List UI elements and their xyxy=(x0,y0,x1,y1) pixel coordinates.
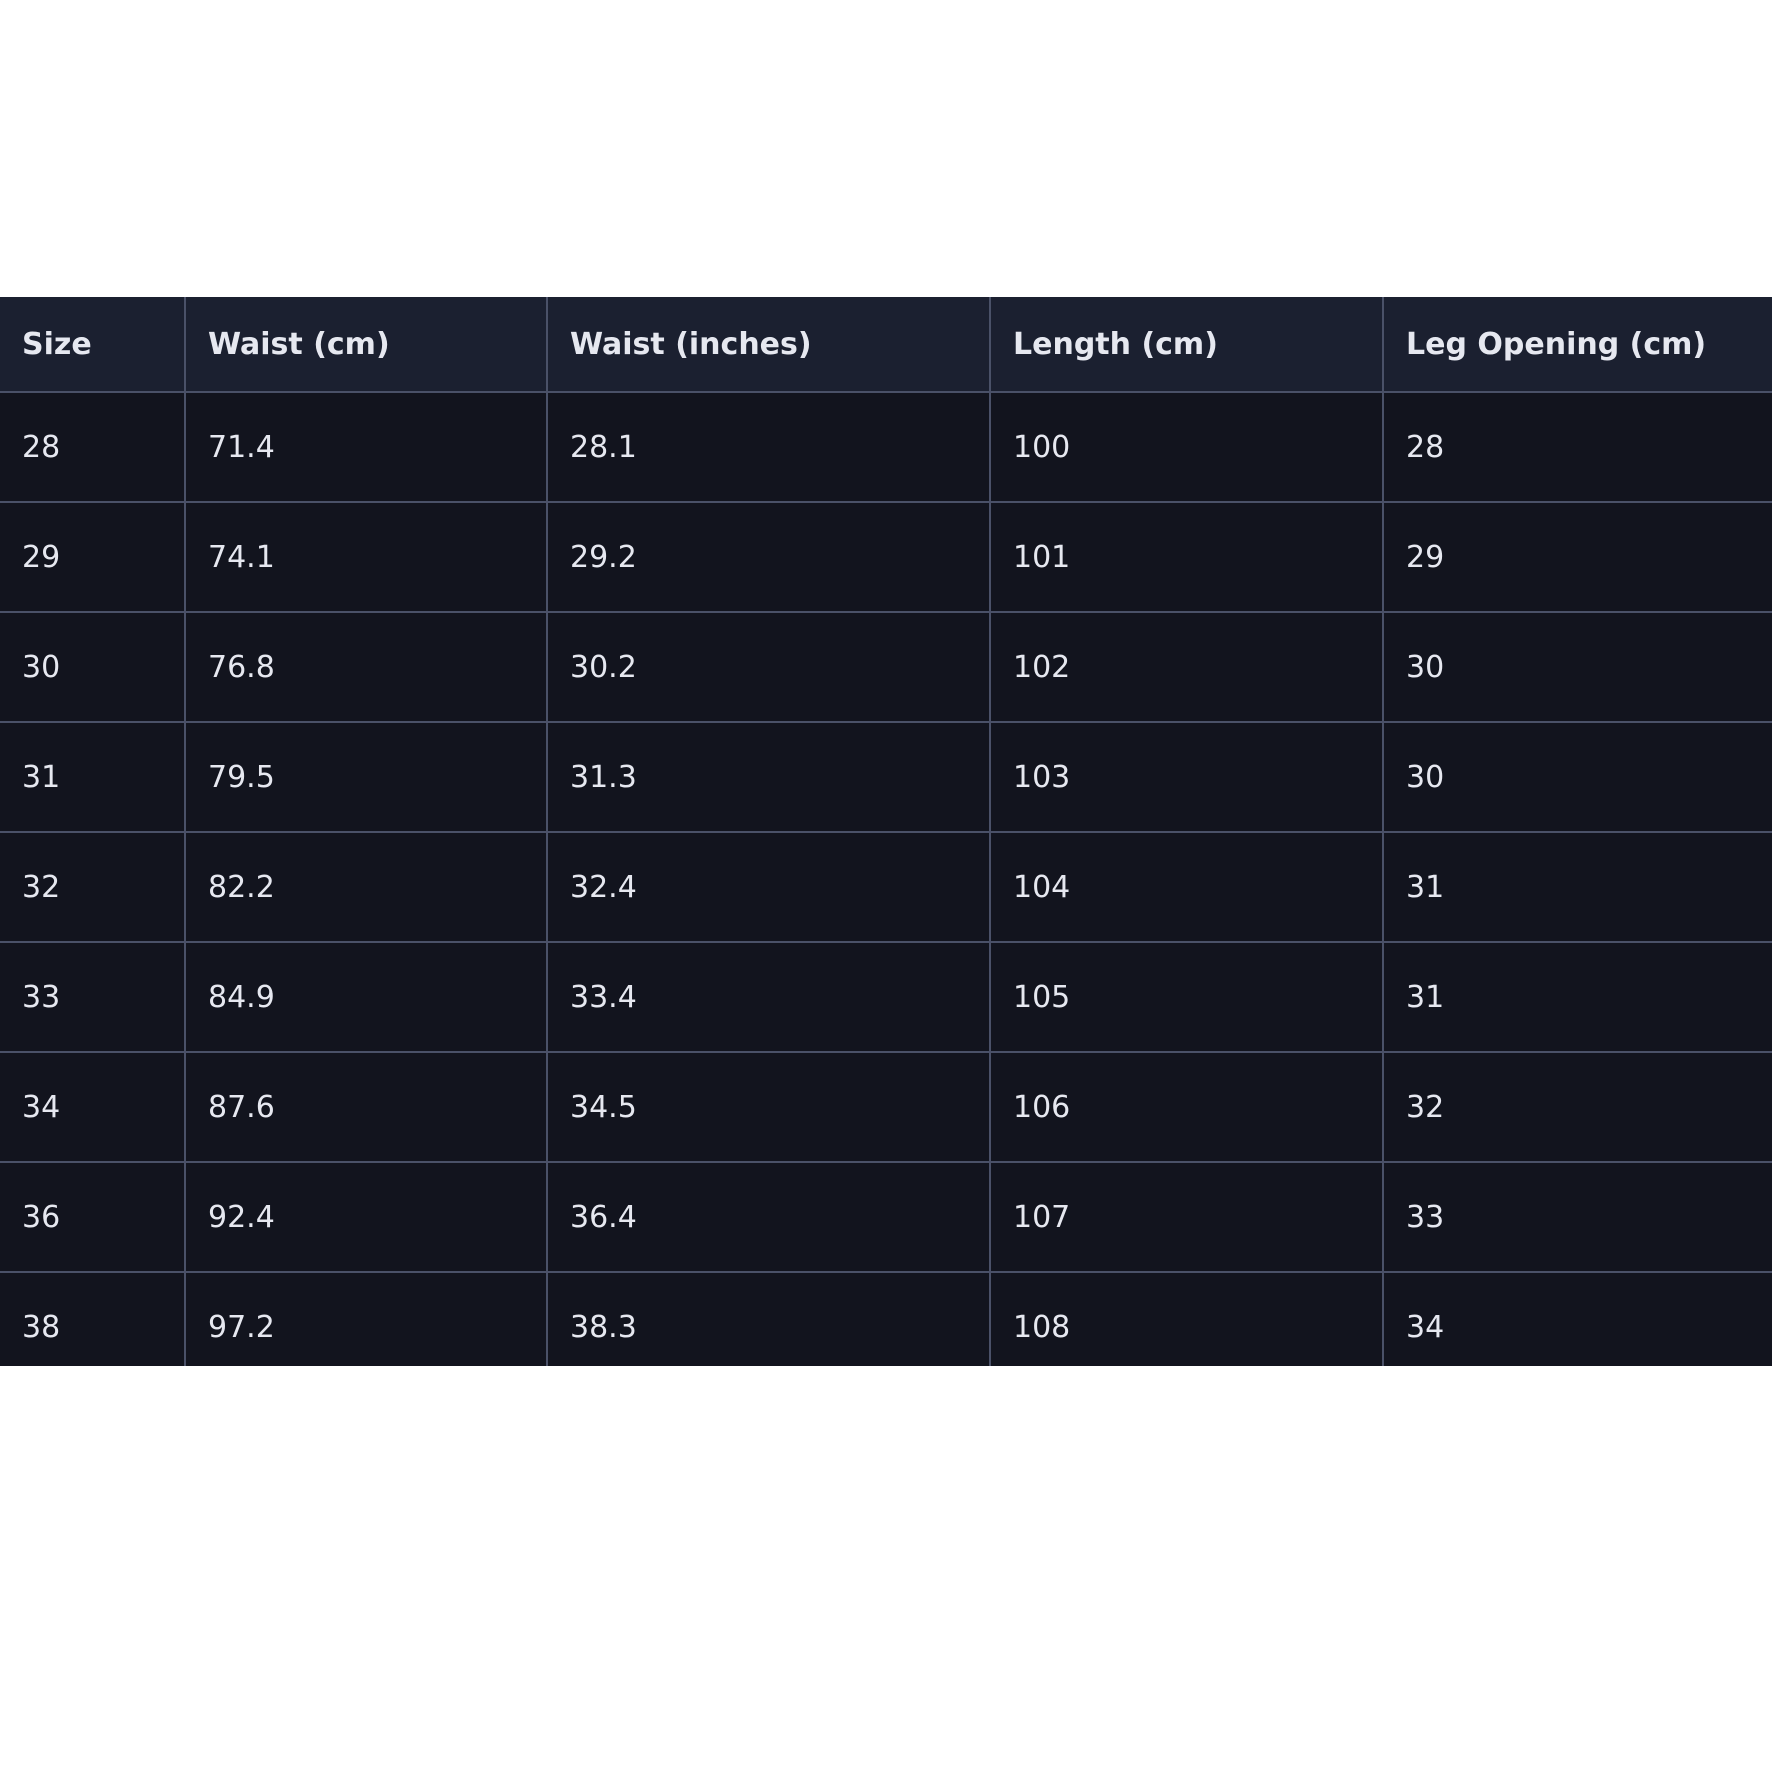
table-cell: 30 xyxy=(1382,721,1772,833)
table-cell: 103 xyxy=(989,721,1384,833)
table-cell: 29.2 xyxy=(546,501,991,613)
table-cell: 33.4 xyxy=(546,941,991,1053)
table-cell: 106 xyxy=(989,1051,1384,1163)
table-cell: 31 xyxy=(1382,831,1772,943)
column-header: Leg Opening (cm) xyxy=(1382,297,1772,393)
table-row: 34 87.6 34.5 106 32 xyxy=(0,1051,1772,1163)
table-cell: 33 xyxy=(1382,1161,1772,1273)
table-cell: 31.3 xyxy=(546,721,991,833)
table-cell: 30 xyxy=(1382,611,1772,723)
table-cell: 87.6 xyxy=(184,1051,548,1163)
table-cell: 74.1 xyxy=(184,501,548,613)
column-header: Size xyxy=(0,297,186,393)
table-cell: 101 xyxy=(989,501,1384,613)
column-header: Length (cm) xyxy=(989,297,1384,393)
table-cell: 29 xyxy=(0,501,186,613)
table-cell: 30.2 xyxy=(546,611,991,723)
table-cell: 82.2 xyxy=(184,831,548,943)
table-cell: 79.5 xyxy=(184,721,548,833)
table-cell: 38.3 xyxy=(546,1271,991,1366)
table-row: 33 84.9 33.4 105 31 xyxy=(0,941,1772,1053)
table-cell: 102 xyxy=(989,611,1384,723)
table-cell: 28.1 xyxy=(546,391,991,503)
table-cell: 34.5 xyxy=(546,1051,991,1163)
table-cell: 29 xyxy=(1382,501,1772,613)
table-cell: 28 xyxy=(0,391,186,503)
table-cell: 38 xyxy=(0,1271,186,1366)
size-chart-table-container: Size Waist (cm) Waist (inches) Length (cm) L… xyxy=(0,297,1772,1366)
table-row: 29 74.1 29.2 101 29 xyxy=(0,501,1772,613)
table-cell: 32 xyxy=(1382,1051,1772,1163)
table-cell: 33 xyxy=(0,941,186,1053)
table-cell: 34 xyxy=(0,1051,186,1163)
table-cell: 32 xyxy=(0,831,186,943)
table-cell: 71.4 xyxy=(184,391,548,503)
table-header-row: Size Waist (cm) Waist (inches) Length (cm) L… xyxy=(0,297,1772,393)
table-cell: 107 xyxy=(989,1161,1384,1273)
table-cell: 31 xyxy=(0,721,186,833)
table-cell: 30 xyxy=(0,611,186,723)
table-row: 28 71.4 28.1 100 28 xyxy=(0,391,1772,503)
table-cell: 76.8 xyxy=(184,611,548,723)
table-row: 30 76.8 30.2 102 30 xyxy=(0,611,1772,723)
table-cell: 34 xyxy=(1382,1271,1772,1366)
table-cell: 36.4 xyxy=(546,1161,991,1273)
table-cell: 92.4 xyxy=(184,1161,548,1273)
table-cell: 104 xyxy=(989,831,1384,943)
table-row: 36 92.4 36.4 107 33 xyxy=(0,1161,1772,1273)
table-cell: 97.2 xyxy=(184,1271,548,1366)
table-row: 31 79.5 31.3 103 30 xyxy=(0,721,1772,833)
table-cell: 28 xyxy=(1382,391,1772,503)
table-cell: 108 xyxy=(989,1271,1384,1366)
column-header: Waist (inches) xyxy=(546,297,991,393)
table-cell: 36 xyxy=(0,1161,186,1273)
table-row: 38 97.2 38.3 108 34 xyxy=(0,1271,1772,1366)
table-cell: 31 xyxy=(1382,941,1772,1053)
table-cell: 105 xyxy=(989,941,1384,1053)
column-header: Waist (cm) xyxy=(184,297,548,393)
table-cell: 32.4 xyxy=(546,831,991,943)
size-chart-table: Size Waist (cm) Waist (inches) Length (cm) L… xyxy=(0,297,1772,1366)
table-cell: 100 xyxy=(989,391,1384,503)
table-row: 32 82.2 32.4 104 31 xyxy=(0,831,1772,943)
table-cell: 84.9 xyxy=(184,941,548,1053)
